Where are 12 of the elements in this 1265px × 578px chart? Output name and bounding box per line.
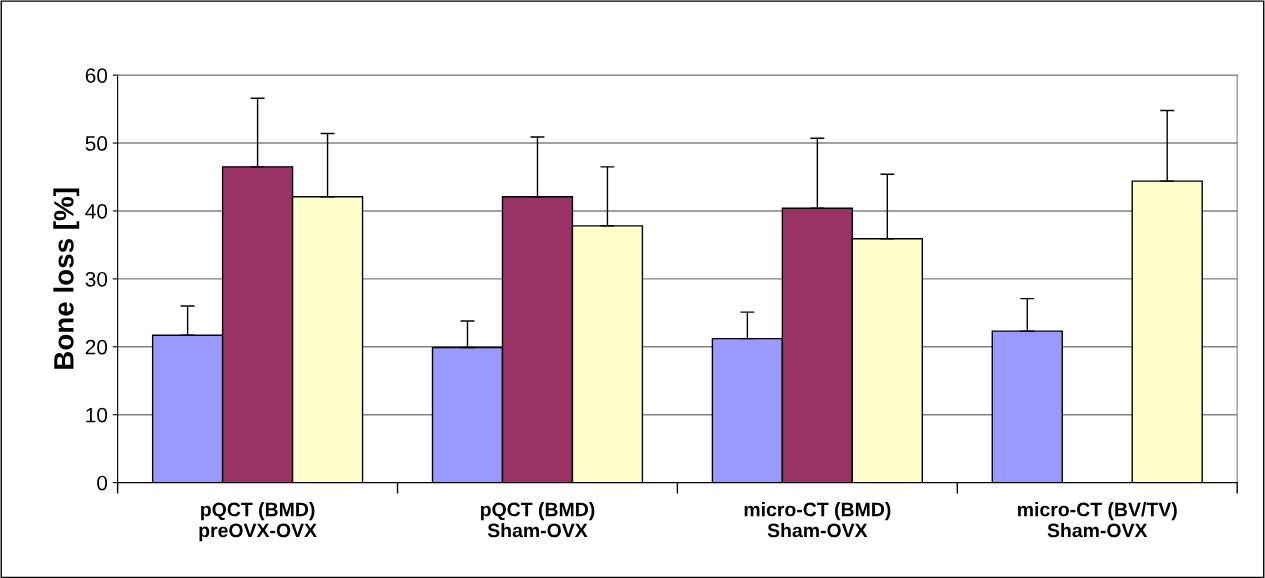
y-tick-label: 40	[85, 203, 108, 219]
x-tick-label: micro-CT (BV/TV) Sham-OVX	[1018, 502, 1177, 538]
y-tick-label: 10	[86, 407, 108, 423]
y-tick-label: 60	[85, 68, 108, 83]
x-tick-label: micro-CT (BMD) Sham-OVX	[744, 502, 891, 538]
y-tick-label: 20	[85, 339, 108, 355]
y-axis-title: Bone loss [%]	[53, 188, 80, 369]
x-tick-label: pQCT (BMD) Sham-OVX	[480, 502, 595, 538]
y-tick-label: 50	[85, 136, 108, 151]
y-tick-label: 30	[85, 271, 108, 287]
x-tick-label: pQCT (BMD) preOVX-OVX	[199, 502, 317, 542]
y-tick-label: 0	[97, 475, 108, 491]
